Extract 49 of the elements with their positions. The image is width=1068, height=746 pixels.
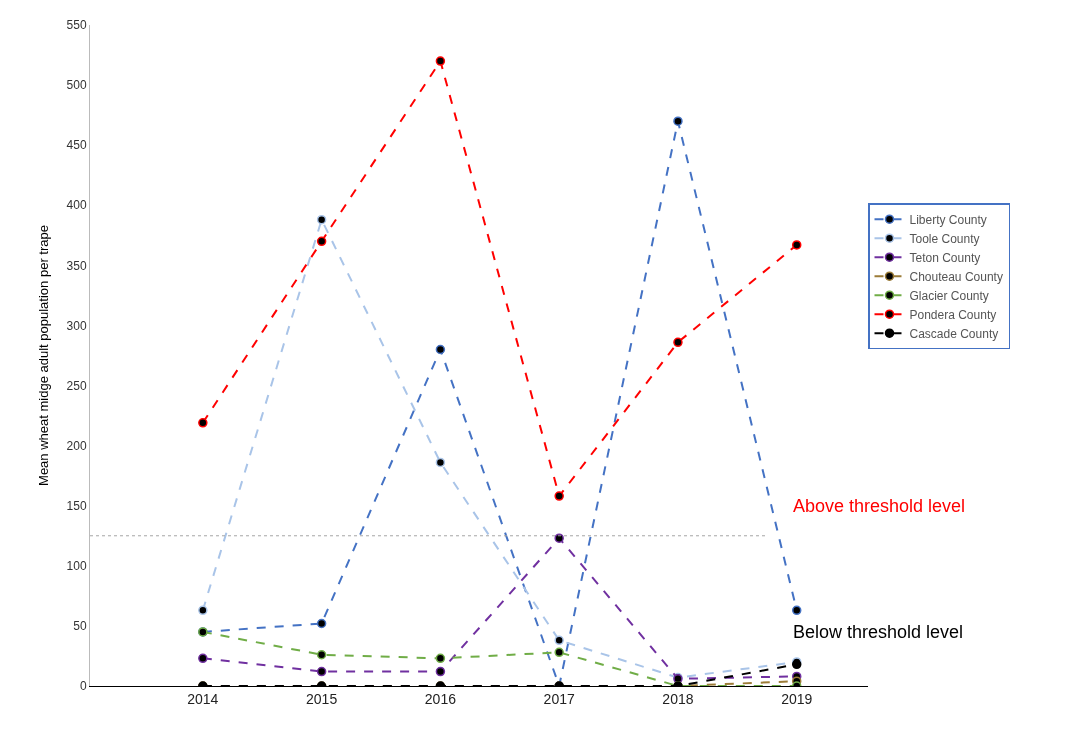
legend-label: Toole County <box>909 231 980 246</box>
point <box>316 236 327 247</box>
y-tick-label: 50 <box>73 619 87 634</box>
point <box>316 666 327 677</box>
point <box>435 457 446 468</box>
y-tick-label: 350 <box>66 258 87 273</box>
y-tick-label: 400 <box>66 198 87 213</box>
x-tick-label: 2014 <box>187 690 219 707</box>
annotation: Above threshold level <box>793 496 966 516</box>
point <box>435 666 446 677</box>
y-tick-label: 150 <box>66 498 87 513</box>
y-axis-title: Mean wheat midge adult population per trape <box>35 225 51 486</box>
point <box>673 116 683 126</box>
legend-label: Glacier County <box>909 288 989 303</box>
point <box>198 653 208 664</box>
point <box>435 344 446 355</box>
point <box>198 418 208 428</box>
y-tick-label: 550 <box>66 18 87 33</box>
point <box>554 647 564 658</box>
point <box>316 650 327 660</box>
x-tick-label: 2019 <box>781 690 813 707</box>
point <box>316 618 327 629</box>
legend-label: Teton County <box>909 250 981 265</box>
y-tick-label: 200 <box>66 438 87 453</box>
point <box>198 605 208 616</box>
point <box>435 56 446 66</box>
y-tick-label: 450 <box>66 138 87 153</box>
y-tick-label: 100 <box>66 559 87 574</box>
x-tick-label: 2018 <box>662 690 694 707</box>
x-tick-label: 2017 <box>543 690 575 707</box>
legend-label: Cascade County <box>909 326 999 341</box>
annotation: Below threshold level <box>793 622 964 642</box>
legend-label: Pondera County <box>909 307 997 322</box>
legend-label: Liberty County <box>909 212 987 227</box>
point <box>673 337 683 348</box>
y-tick-label: 250 <box>66 378 87 393</box>
point <box>554 635 564 646</box>
point <box>791 240 802 250</box>
y-tick-label: 500 <box>66 78 87 93</box>
point <box>791 605 802 616</box>
point <box>554 491 564 501</box>
legend-label: Chouteau County <box>909 269 1003 284</box>
point <box>316 214 327 225</box>
point <box>554 533 564 543</box>
y-tick-label: 0 <box>79 679 87 694</box>
x-tick-label: 2016 <box>424 690 457 707</box>
point <box>435 653 446 664</box>
x-tick-label: 2015 <box>306 690 338 707</box>
y-tick-label: 300 <box>66 318 87 333</box>
